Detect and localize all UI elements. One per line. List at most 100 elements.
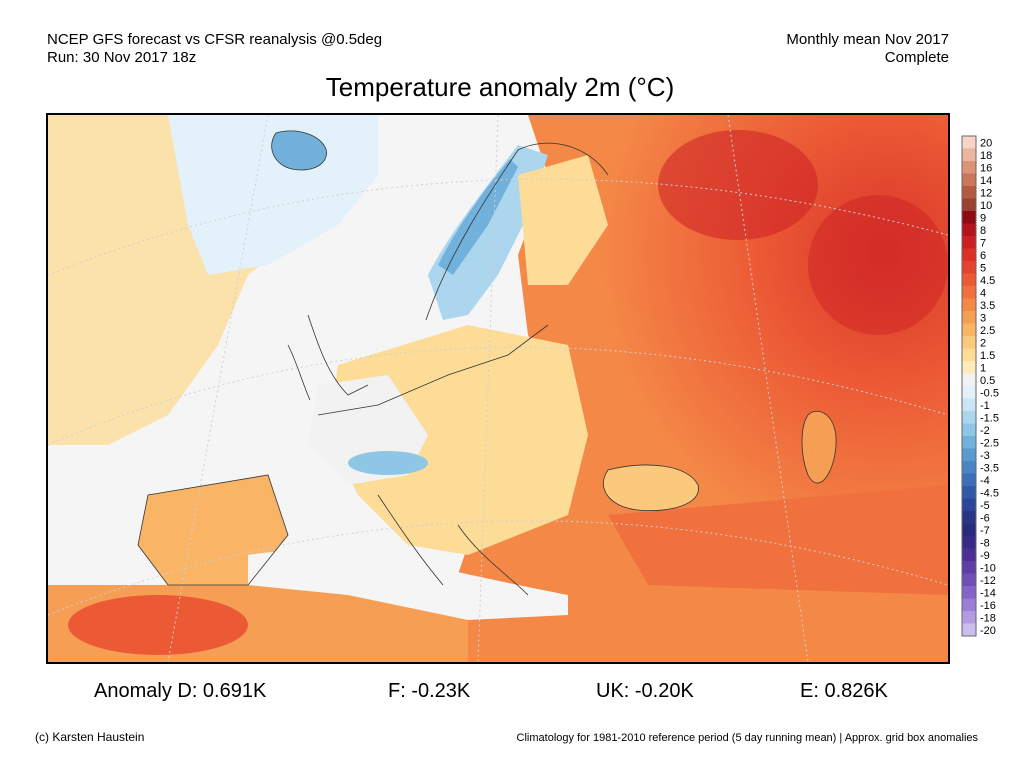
run-label: Run: 30 Nov 2017 18z (47, 49, 197, 66)
legend-label: 2 (980, 337, 986, 349)
legend-swatch (962, 423, 976, 437)
legend-label: -3.5 (980, 462, 999, 474)
legend-swatch (962, 236, 976, 249)
legend-swatch (962, 386, 976, 399)
urals-hotspot (808, 195, 948, 335)
legend-label: -1 (980, 400, 990, 412)
mediterranean-sea (248, 550, 568, 620)
legend-label: -4.5 (980, 487, 999, 499)
legend-label: -9 (980, 550, 990, 562)
legend-swatch (962, 136, 976, 149)
legend-border (961, 135, 977, 637)
legend-label: -14 (980, 587, 996, 599)
legend-label: 5 (980, 262, 986, 274)
legend-label: 12 (980, 187, 992, 199)
legend-swatch (962, 411, 976, 424)
color-legend: 20 18 16 14 12 10 9 8 7 6 5 4.5 4 3.5 3 2.5 2 1.5 1 0.5 -0.5… (960, 130, 1020, 650)
stat-uk: UK: -0.20K (596, 680, 694, 702)
status-label: Complete (884, 49, 949, 66)
legend-swatch (962, 573, 976, 587)
legend-swatch (962, 536, 976, 549)
legend-swatch (962, 561, 976, 574)
legend-swatch (962, 623, 976, 637)
legend-swatch (962, 523, 976, 537)
legend-swatch (962, 598, 976, 612)
map-canvas (48, 115, 948, 662)
legend-label: 3 (980, 312, 986, 324)
legend-label: 0.5 (980, 375, 995, 387)
period-label: Monthly mean Nov 2017 (786, 31, 949, 48)
legend-label: -0.5 (980, 387, 999, 399)
legend-swatch (962, 148, 976, 162)
legend-label: 16 (980, 162, 992, 174)
legend-label: -5 (980, 500, 990, 512)
coastlines (137, 130, 837, 596)
legend-swatch (962, 473, 976, 487)
legend-swatch (962, 173, 976, 187)
legend-label: 8 (980, 225, 986, 237)
stat-germany: Anomaly D: 0.691K (94, 680, 267, 702)
legend-label: -2.5 (980, 437, 999, 449)
legend-label: 10 (980, 200, 992, 212)
legend-swatch (962, 398, 976, 412)
legend-swatch (962, 448, 976, 462)
header-left: NCEP GFS forecast vs CFSR reanalysis @0.… (47, 31, 382, 67)
norway-cold-strip (438, 159, 518, 275)
legend-swatch (962, 436, 976, 449)
legend-label: -18 (980, 612, 996, 624)
legend-label: -3 (980, 450, 990, 462)
legend-swatch (962, 373, 976, 387)
legend-label: -2 (980, 425, 990, 437)
legend-swatch (962, 311, 976, 324)
legend-label: 18 (980, 150, 992, 162)
legend-swatch (962, 211, 976, 224)
scandinavia-cold-region (428, 145, 548, 320)
turkey-caucasus-region (608, 485, 948, 595)
legend-label: -8 (980, 537, 990, 549)
legend-swatch (962, 261, 976, 274)
legend-swatch (962, 323, 976, 337)
legend-swatch (962, 548, 976, 562)
legend-label: 4.5 (980, 275, 995, 287)
legend-swatch (962, 586, 976, 599)
stat-france: F: -0.23K (388, 680, 471, 702)
sahara-hotspot (68, 595, 248, 655)
legend-swatch (962, 273, 976, 287)
legend-label: -20 (980, 625, 996, 637)
legend-scale: 201816141210987654.543.532.521.510.5-0.5… (961, 135, 999, 637)
legend-label: 4 (980, 287, 986, 299)
legend-label: 1 (980, 362, 986, 374)
legend-swatch (962, 248, 976, 262)
header-right: Monthly mean Nov 2017 Complete (786, 31, 949, 67)
map-title: Temperature anomaly 2m (°C) (325, 72, 675, 102)
legend-swatch (962, 186, 976, 199)
caspian-sea (802, 411, 837, 484)
legend-swatch (962, 161, 976, 174)
legend-label: -7 (980, 525, 990, 537)
black-sea (603, 465, 699, 511)
alps-cold-spot (348, 451, 428, 475)
legend-label: -4 (980, 475, 990, 487)
legend-swatch (962, 286, 976, 299)
legend-label: 7 (980, 237, 986, 249)
graticule (48, 115, 948, 662)
stat-spain: E: 0.826K (800, 680, 888, 702)
legend-swatch (962, 361, 976, 374)
legend-swatch (962, 461, 976, 474)
legend-label: 6 (980, 250, 986, 262)
legend-label: 1.5 (980, 350, 995, 362)
legend-label: 9 (980, 212, 986, 224)
legend-label: 3.5 (980, 300, 995, 312)
source-label: NCEP GFS forecast vs CFSR reanalysis @0.… (47, 31, 383, 48)
legend-label: -6 (980, 512, 990, 524)
credit-text: (c) Karsten Haustein (35, 730, 145, 744)
legend-swatch (962, 486, 976, 499)
legend-label: -12 (980, 575, 996, 587)
legend-swatch (962, 348, 976, 362)
legend-swatch (962, 336, 976, 349)
legend-label: 2.5 (980, 325, 995, 337)
climatology-note: Climatology for 1981-2010 reference peri… (516, 732, 978, 744)
legend-label: -1.5 (980, 412, 999, 424)
legend-swatch (962, 498, 976, 512)
iceland-cold-region (271, 130, 327, 171)
